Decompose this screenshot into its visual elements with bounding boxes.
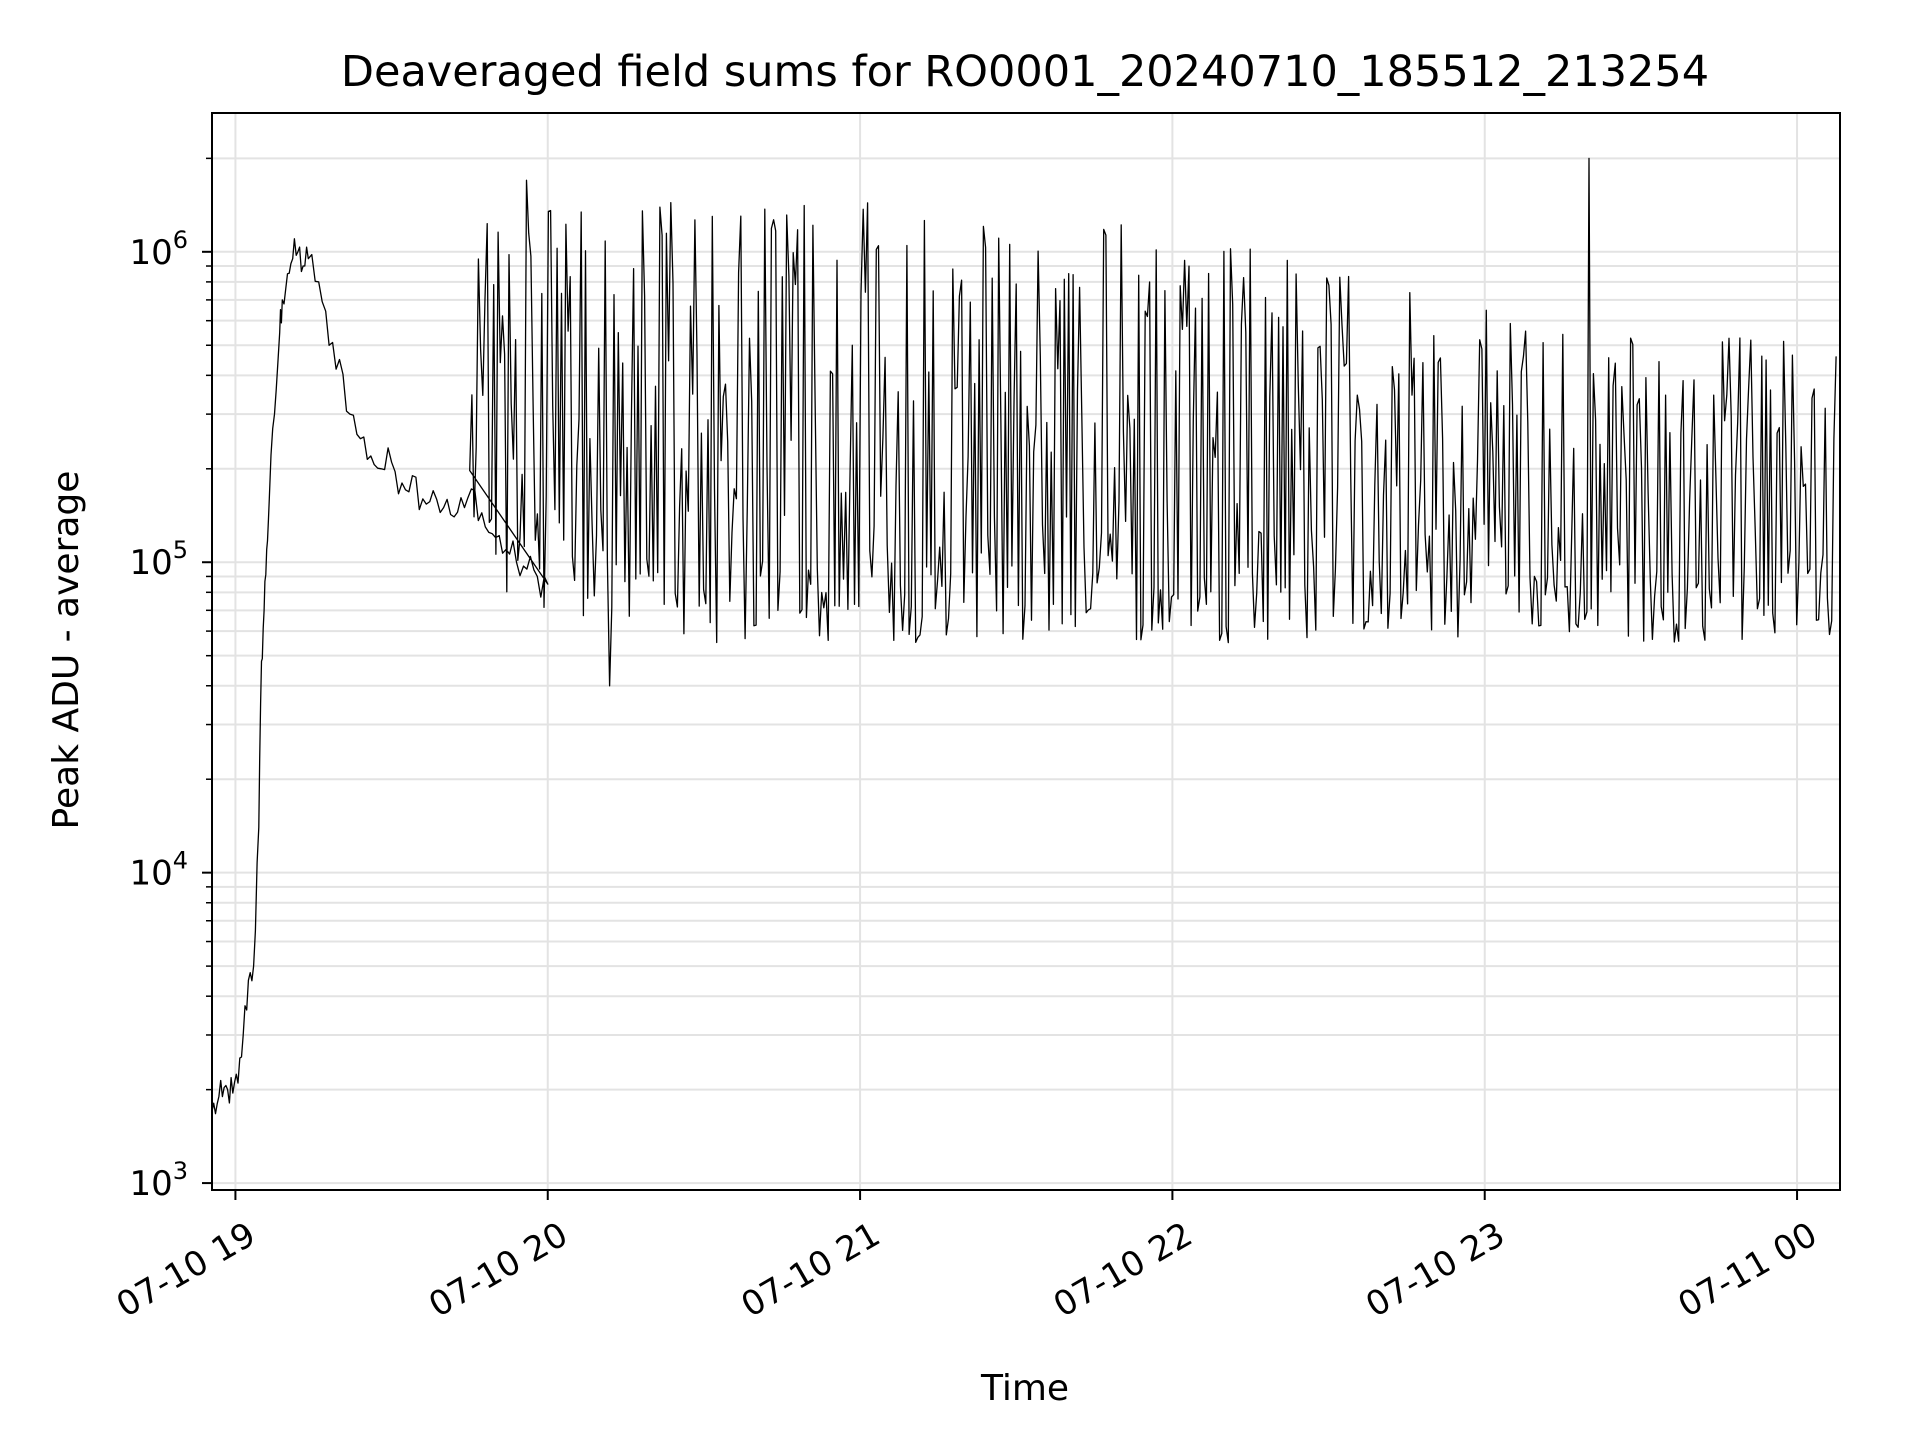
y-tick-label-base: 10 [129,543,172,583]
plot-area [212,157,1837,1115]
plot-frame [211,112,1841,1191]
y-tick-label: 105 [129,536,188,583]
y-tick-label: 103 [129,1157,188,1204]
y-tick-label-exponent: 3 [173,1157,188,1185]
y-axis-label: Peak ADU - average [46,471,87,830]
y-tick-label-base: 10 [129,854,172,894]
y-tick-label-base: 10 [129,1164,172,1204]
y-tick-label-exponent: 5 [173,536,188,564]
x-axis-label: Time [980,1368,1069,1409]
series-line [212,157,1837,1115]
y-tick-label-base: 10 [129,233,172,273]
y-tick-label: 106 [129,226,188,273]
chart-title: Deaveraged field sums for RO0001_2024071… [341,47,1709,97]
y-tick-label-exponent: 4 [173,847,188,875]
y-tick-label: 104 [129,847,188,894]
y-tick-label-exponent: 6 [173,226,188,254]
